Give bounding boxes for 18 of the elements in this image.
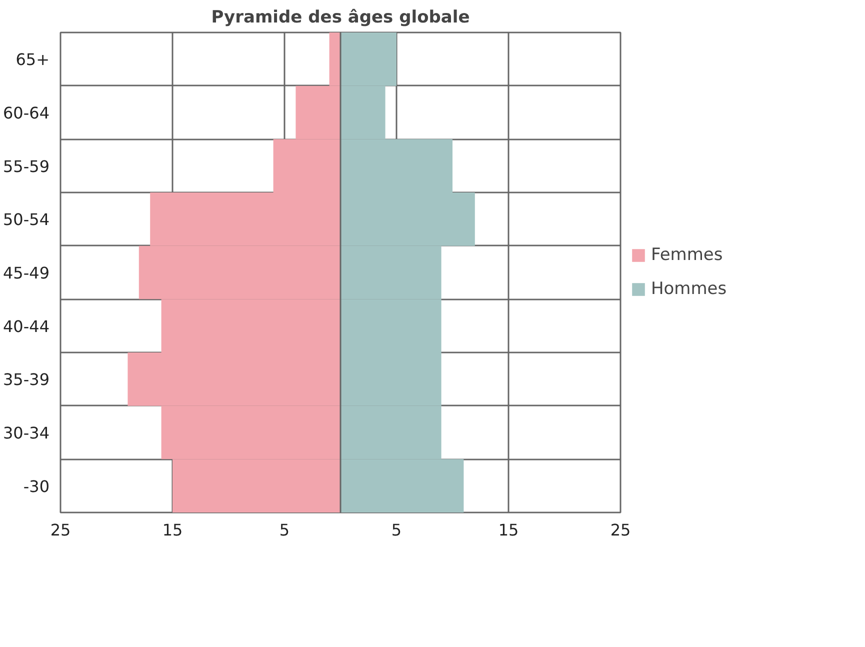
y-tick-label: 45-49 — [3, 264, 50, 282]
chart-title: Pyramide des âges globale — [211, 8, 470, 28]
y-tick-label: 40-44 — [3, 316, 50, 336]
x-tick-label: 5 — [279, 520, 290, 540]
y-tick-label: 30-34 — [3, 424, 50, 442]
y-tick-label: 50-54 — [3, 210, 50, 230]
x-tick-label: 25 — [50, 520, 71, 540]
legend-label: Hommes — [651, 279, 727, 299]
legend-label: Femmes — [651, 245, 723, 265]
x-tick-label: 15 — [162, 520, 183, 540]
y-tick-label: 65+ — [16, 50, 50, 70]
y-tick-label: -30 — [23, 476, 50, 496]
y-tick-label: 60-64 — [3, 104, 50, 122]
x-tick-label: 5 — [391, 520, 402, 540]
y-tick-label: 35-39 — [3, 370, 50, 390]
x-tick-label: 15 — [498, 520, 519, 540]
x-tick-label: 25 — [610, 520, 631, 540]
y-tick-label: 55-59 — [3, 156, 50, 176]
